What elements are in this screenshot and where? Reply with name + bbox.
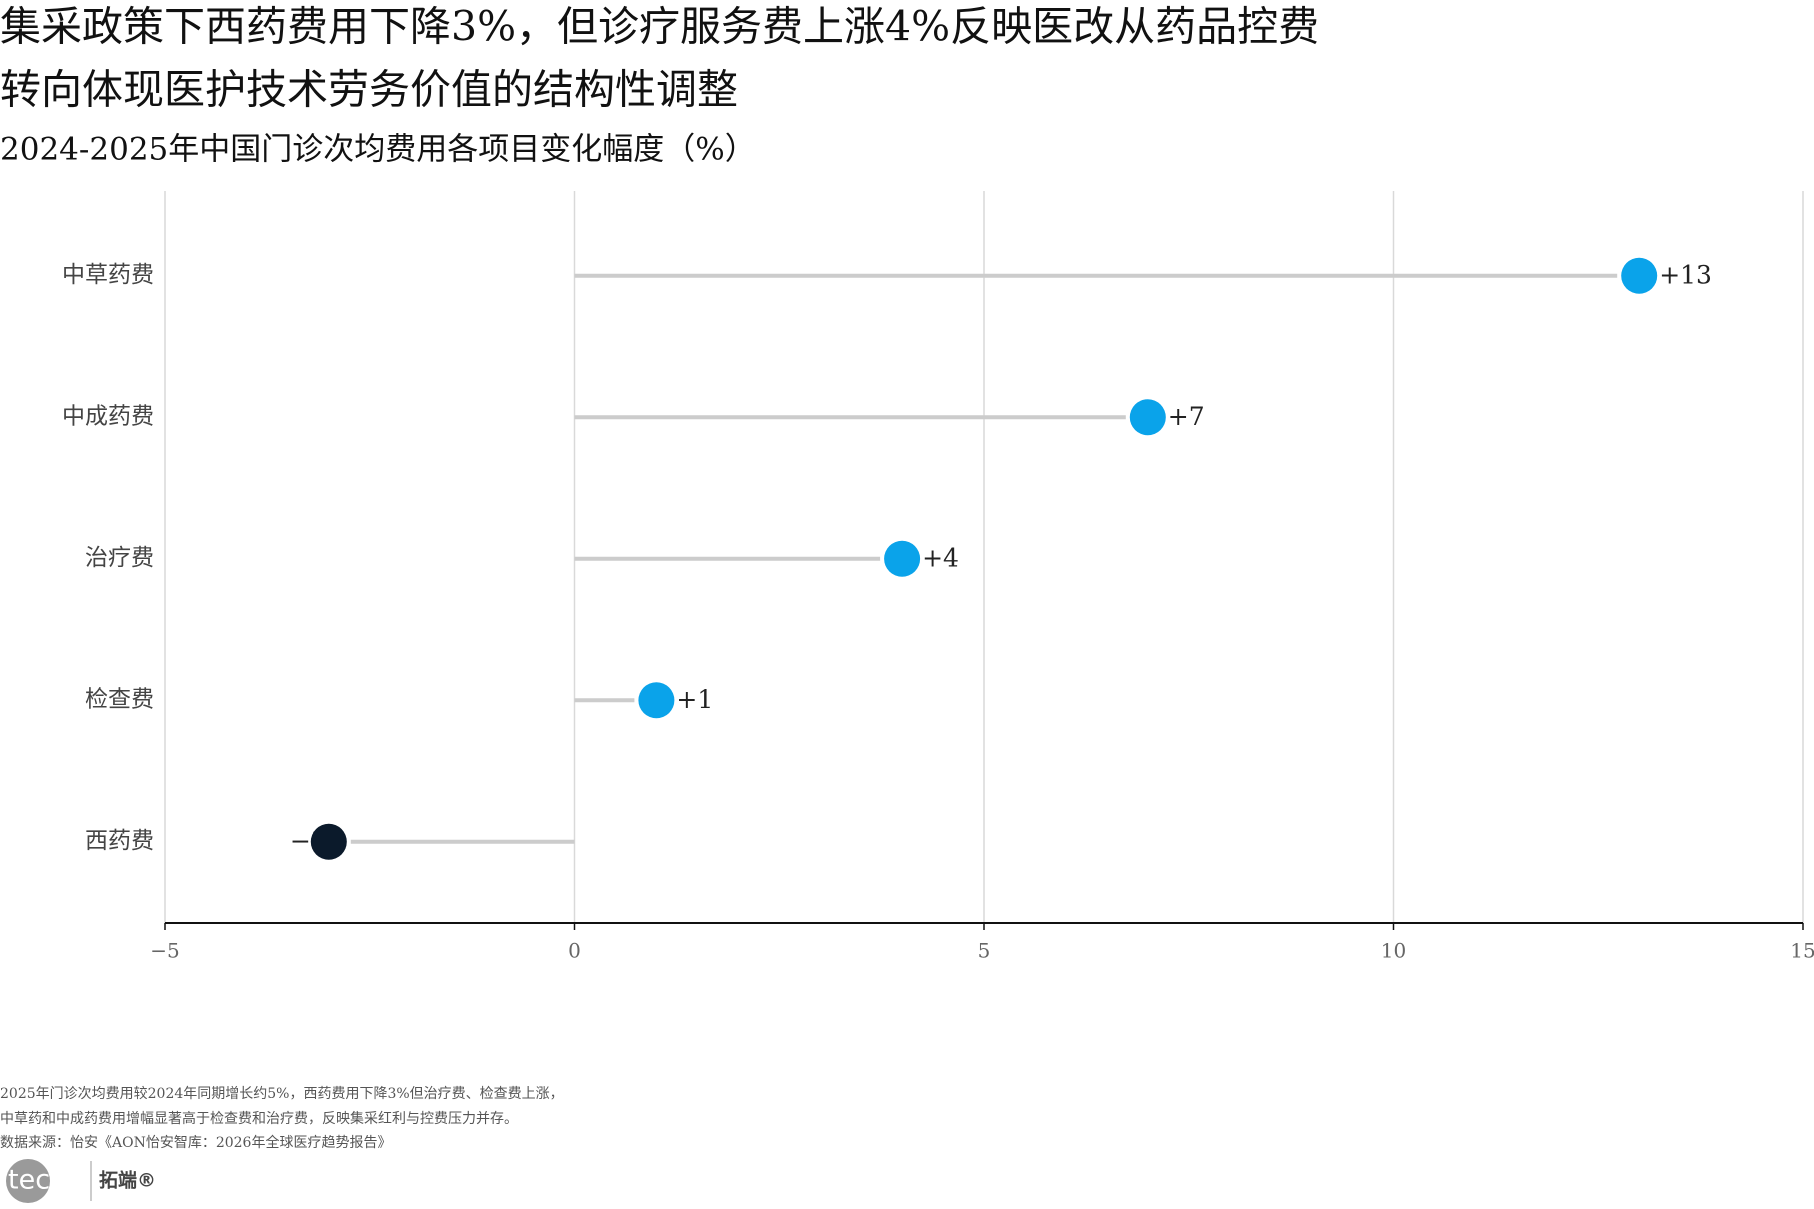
note: 2025年门诊次均费用较2024年同期增长约5%，西药费用下降3%但治疗费、检查… — [0, 1086, 564, 1102]
logo-badge — [6, 1159, 50, 1203]
x-tick-label: 5 — [978, 939, 991, 963]
dot — [638, 682, 675, 719]
logo-text: tecdat — [8, 1165, 94, 1196]
x-tick-label: −5 — [150, 939, 179, 963]
value-label: +7 — [1168, 402, 1205, 431]
source: 数据来源：怡安《AON怡安智库：2026年全球医疗趋势报告》 — [0, 1134, 391, 1151]
logo-text: 拓端® — [99, 1169, 156, 1192]
y-tick-label: 中成药费 — [62, 403, 154, 429]
dot — [1129, 399, 1166, 436]
dot — [884, 540, 921, 577]
dot — [1621, 257, 1658, 294]
dot — [310, 823, 347, 860]
x-tick-label: 0 — [568, 939, 581, 963]
y-tick-label: 检查费 — [85, 686, 154, 712]
x-tick-label: 10 — [1381, 939, 1406, 963]
y-tick-label: 西药费 — [85, 828, 154, 854]
value-label: +4 — [922, 543, 959, 572]
y-tick-label: 中草药费 — [62, 262, 154, 288]
value-label: +13 — [1659, 260, 1712, 289]
chart-subtitle: 2024-2025年中国门诊次均费用各项目变化幅度（%） — [0, 132, 756, 168]
chart-title: 转向体现医护技术劳务价值的结构性调整 — [0, 66, 738, 114]
value-label: +1 — [676, 685, 713, 714]
x-tick-label: 15 — [1790, 939, 1814, 963]
note: 中草药和中成药费用增幅显著高于检查费和治疗费，反映集采红利与控费压力并存。 — [0, 1110, 518, 1127]
chart-title: 集采政策下西药费用下降3%，但诊疗服务费上涨4%反映医改从药品控费 — [0, 3, 1319, 51]
y-tick-label: 治疗费 — [85, 545, 154, 571]
